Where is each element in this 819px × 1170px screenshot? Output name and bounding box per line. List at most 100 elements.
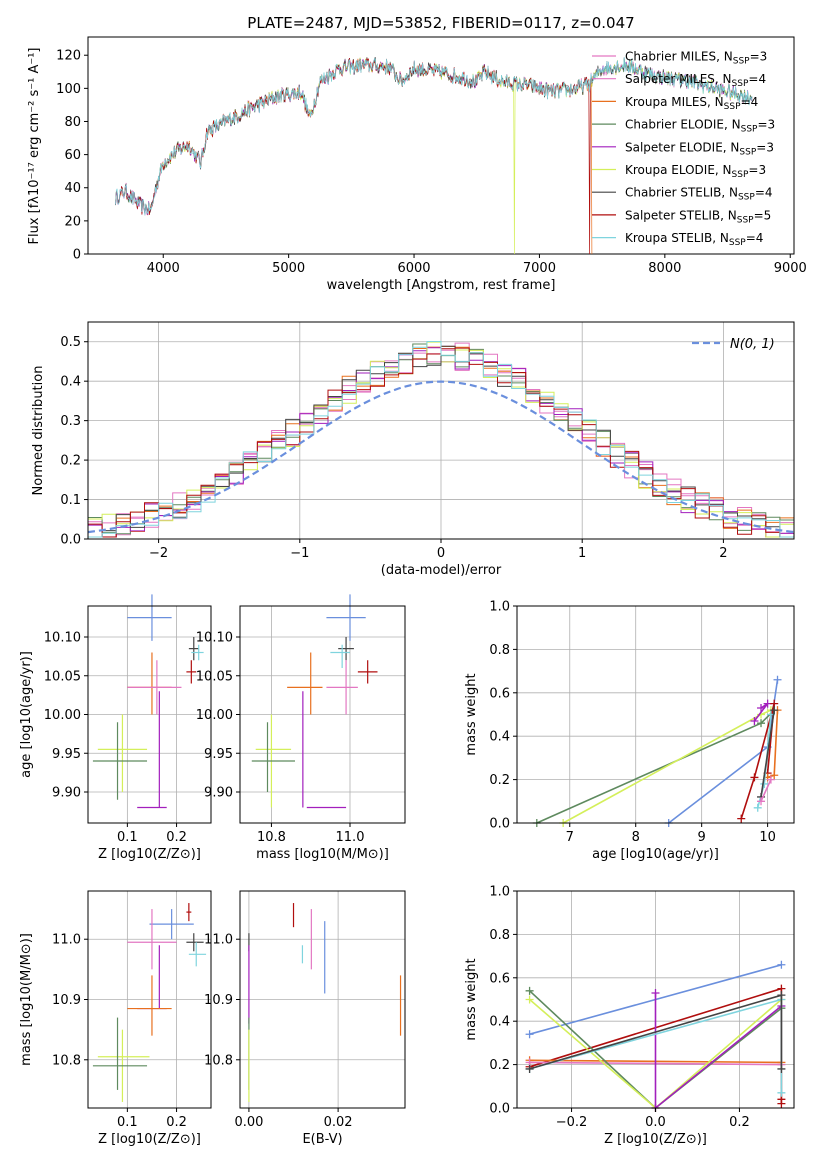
x-tick-label: 10.8 — [257, 830, 286, 845]
data-point — [757, 703, 766, 712]
y-tick-label: 10.00 — [196, 708, 233, 723]
y-tick-label: 0.2 — [489, 773, 510, 788]
x-tick-label: 0.02 — [324, 1115, 353, 1130]
y-tick-label: 0.8 — [489, 928, 510, 943]
data-point — [651, 988, 660, 997]
x-tick-label: 8 — [632, 830, 640, 845]
legend-entry: Chabrier STELIB, NSSP=4 — [625, 186, 773, 203]
y-tick-label: 100 — [56, 82, 81, 97]
x-axis-label: Z [log10(Z/Z⊙)] — [98, 1132, 201, 1147]
histogram-step — [88, 345, 794, 538]
chart-age_vs_Z: 0.1 0.2 9.90 9.95 10.00 10.05 10.10 Z [log10(Z/… — [19, 594, 212, 862]
x-tick-label: 5000 — [272, 261, 305, 276]
y-tick-label: 10.05 — [44, 669, 81, 684]
y-axis-label: Normed distribution — [31, 366, 46, 496]
axes-frame — [516, 605, 795, 824]
data-point — [766, 775, 775, 784]
legend-entry: Salpeter STELIB, NSSP=5 — [625, 208, 771, 225]
x-tick-label: −0.2 — [556, 1115, 588, 1130]
y-tick-label: 40 — [64, 181, 81, 196]
series-line — [760, 710, 775, 798]
x-axis-label: mass [log10(M/M⊙)] — [256, 847, 389, 862]
y-tick-label: 0.5 — [60, 335, 81, 350]
x-axis-label: Z [log10(Z/Z⊙)] — [604, 1132, 707, 1147]
y-tick-label: 0.0 — [60, 533, 81, 548]
data-point — [525, 986, 534, 995]
y-tick-label: 0.4 — [489, 730, 510, 745]
chart-age_vs_mass: 10.8 11.0 9.90 9.95 10.00 10.05 10.10 mass [log… — [196, 594, 406, 862]
data-point — [770, 771, 779, 780]
y-tick-label: 10.8 — [52, 1053, 81, 1068]
data-point — [777, 960, 786, 969]
x-tick-label: 0.0 — [645, 1115, 666, 1130]
y-tick-label: 10.10 — [44, 631, 81, 646]
y-tick-label: 0.3 — [60, 414, 81, 429]
x-tick-label: 0.1 — [117, 830, 138, 845]
y-tick-label: 10.9 — [204, 993, 233, 1008]
y-axis-label: Flux [fλ10⁻¹⁷ erg cm⁻² s⁻¹ A⁻¹] — [27, 48, 42, 245]
legend-entry: Salpeter ELODIE, NSSP=3 — [625, 140, 774, 157]
chart-title: PLATE=2487, MJD=53852, FIBERID=0117, z=0… — [247, 14, 634, 32]
x-tick-label: 8000 — [648, 261, 681, 276]
y-tick-label: 20 — [64, 214, 81, 229]
normal-curve — [87, 380, 795, 534]
x-tick-label: 10 — [759, 830, 776, 845]
x-tick-label: 9000 — [774, 261, 807, 276]
y-tick-label: 10.9 — [52, 993, 81, 1008]
x-tick-label: 4000 — [147, 261, 180, 276]
histogram-step — [88, 341, 794, 538]
legend-entry: Chabrier MILES, NSSP=3 — [625, 50, 767, 67]
y-tick-label: 0.0 — [489, 817, 510, 832]
x-axis-label: E(B-V) — [302, 1132, 342, 1147]
y-tick-label: 10.8 — [204, 1053, 233, 1068]
y-tick-label: 0 — [73, 248, 81, 263]
data-point — [777, 1064, 786, 1073]
legend-entry: Chabrier ELODIE, NSSP=3 — [625, 118, 775, 135]
y-axis-label: mass [log10(M/M⊙)] — [19, 933, 34, 1066]
x-axis-label: (data-model)/error — [381, 563, 502, 578]
x-tick-label: 0.1 — [117, 1115, 138, 1130]
chart-mass_vs_Z: 0.1 0.2 10.8 10.9 11.0 Z [log10(Z/Z⊙)] mass [l… — [19, 890, 212, 1147]
y-tick-label: 0.2 — [489, 1058, 510, 1073]
data-point — [777, 1088, 786, 1097]
y-axis-label: age [log10(age/yr)] — [19, 651, 34, 778]
y-axis-label: mass weight — [464, 958, 479, 1040]
y-tick-label: 120 — [56, 49, 81, 64]
y-tick-label: 0.6 — [489, 686, 510, 701]
series-line — [562, 709, 772, 824]
x-tick-label: 11.0 — [336, 830, 365, 845]
legend-entry: N(0, 1) — [730, 337, 775, 352]
x-tick-label: 7 — [566, 830, 574, 845]
y-tick-label: 60 — [64, 148, 81, 163]
y-axis-label: mass weight — [464, 673, 479, 755]
y-tick-label: 9.95 — [204, 747, 233, 762]
data-point — [757, 719, 766, 728]
x-axis-label: wavelength [Angstrom, rest frame] — [327, 278, 556, 293]
y-tick-label: 9.95 — [52, 747, 81, 762]
y-tick-label: 0.4 — [489, 1015, 510, 1030]
data-point — [750, 773, 759, 782]
chart-spectrum: PLATE=2487, MJD=53852, FIBERID=0117, z=0… — [27, 14, 807, 293]
y-tick-label: 10.00 — [44, 708, 81, 723]
x-tick-label: 7000 — [523, 261, 556, 276]
x-tick-label: −2 — [149, 546, 168, 561]
y-tick-label: 11.0 — [204, 933, 233, 948]
data-point — [525, 995, 534, 1004]
series-line — [760, 779, 772, 802]
y-tick-label: 0.2 — [60, 454, 81, 469]
y-tick-label: 9.90 — [204, 786, 233, 801]
x-tick-label: 1 — [578, 546, 586, 561]
y-tick-label: 0.1 — [60, 493, 81, 508]
chart-residual_hist: N(0, 1) −2 −1 0 1 2 0.0 0.1 0.2 0.3 0.4 0.5 (data-mo… — [31, 321, 795, 578]
y-tick-label: 0.8 — [489, 643, 510, 658]
data-point — [770, 706, 779, 715]
data-point — [760, 779, 769, 788]
chart-massweight_vs_Z: −0.2 0.0 0.2 0.0 0.2 0.4 0.6 0.8 1.0 Z [log10(Z/Z… — [464, 885, 795, 1147]
x-axis-label: age [log10(age/yr)] — [592, 847, 719, 862]
y-tick-label: 11.0 — [52, 933, 81, 948]
y-tick-label: 80 — [64, 115, 81, 130]
x-tick-label: 2 — [719, 546, 727, 561]
data-point — [753, 803, 762, 812]
y-tick-label: 1.0 — [489, 885, 510, 900]
